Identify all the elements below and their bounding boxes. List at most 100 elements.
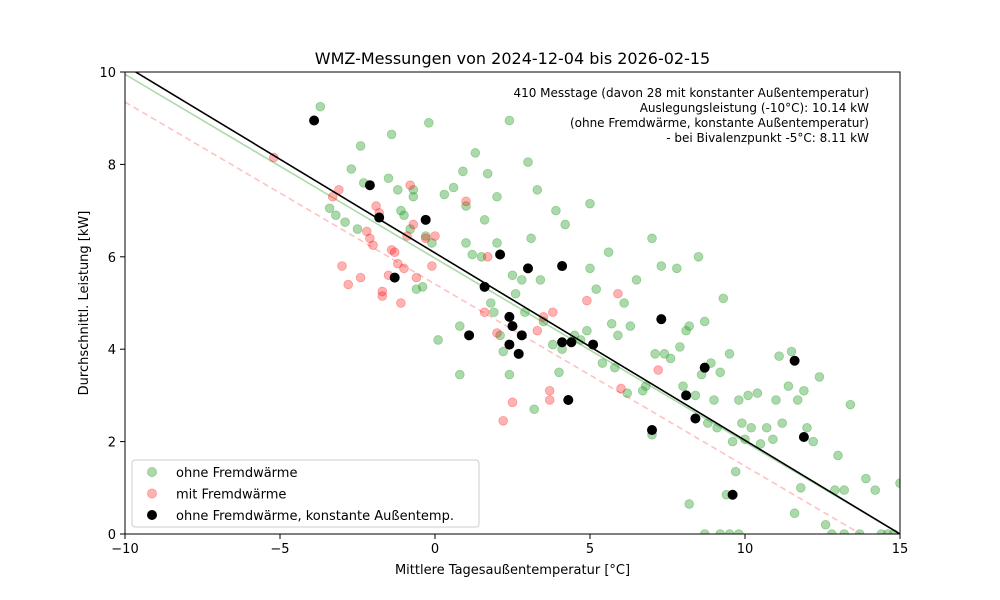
data-point xyxy=(482,251,493,262)
data-point xyxy=(737,418,747,428)
data-point xyxy=(684,499,694,509)
data-point xyxy=(516,275,527,285)
x-tick-label: 15 xyxy=(892,542,909,557)
data-point xyxy=(727,489,738,500)
data-point xyxy=(532,185,543,195)
data-point xyxy=(504,369,515,380)
data-point xyxy=(427,238,437,248)
data-point xyxy=(504,115,515,126)
plot-area xyxy=(125,72,900,534)
data-point xyxy=(603,247,614,257)
x-axis: −10 −5 0 5 10 15 xyxy=(111,534,908,557)
x-tick-label: −10 xyxy=(111,542,138,557)
annotation-box: 410 Messtage (davon 28 mit konstanter Au… xyxy=(513,86,869,145)
data-point xyxy=(467,249,478,260)
data-point xyxy=(631,275,642,285)
data-point xyxy=(752,388,763,398)
data-point xyxy=(340,217,350,227)
annotation-line: - bei Bivalenzpunkt -5°C: 8.11 kW xyxy=(666,131,869,145)
data-point xyxy=(613,288,623,299)
data-point xyxy=(730,466,741,477)
data-point xyxy=(470,148,481,158)
data-point xyxy=(681,390,692,401)
data-point xyxy=(808,436,818,447)
data-point xyxy=(724,349,735,359)
data-point xyxy=(405,180,416,190)
data-point xyxy=(309,115,320,126)
legend-marker xyxy=(146,509,157,520)
data-point xyxy=(792,395,803,405)
data-point xyxy=(771,395,781,405)
x-tick-label: 10 xyxy=(737,542,754,557)
data-point xyxy=(427,261,437,271)
data-point xyxy=(659,349,670,359)
data-point xyxy=(789,355,800,366)
data-point xyxy=(582,325,592,336)
data-point xyxy=(408,219,419,230)
fit-line xyxy=(125,73,900,534)
data-point xyxy=(799,385,809,396)
fit-line xyxy=(134,72,900,534)
data-point xyxy=(606,318,617,329)
data-point xyxy=(529,404,539,415)
data-point xyxy=(814,372,825,382)
data-point xyxy=(665,353,676,364)
data-point xyxy=(699,362,710,373)
data-point xyxy=(507,321,518,332)
data-point xyxy=(671,263,682,274)
data-point xyxy=(560,219,570,230)
data-point xyxy=(411,272,422,283)
data-point xyxy=(743,390,753,401)
data-point xyxy=(507,397,518,408)
data-point xyxy=(845,399,856,410)
data-point xyxy=(861,473,871,484)
legend-marker xyxy=(146,466,157,477)
data-point xyxy=(492,238,502,248)
data-point xyxy=(411,284,422,294)
data-point xyxy=(368,240,378,251)
data-point xyxy=(324,203,335,214)
data-point xyxy=(709,395,719,405)
y-tick-label: 8 xyxy=(108,158,116,173)
annotation-line: (ohne Fremdwärme, konstante Außentempera… xyxy=(570,116,869,130)
data-point xyxy=(783,381,794,391)
data-point xyxy=(399,210,409,221)
data-point xyxy=(582,295,592,306)
data-point xyxy=(544,395,555,405)
annotation-line: Auslegungsleistung (-10°C): 10.14 kW xyxy=(640,101,869,115)
data-point xyxy=(526,233,536,244)
data-point xyxy=(498,346,509,357)
data-point xyxy=(479,307,490,318)
data-point xyxy=(492,328,502,338)
data-point xyxy=(690,413,701,424)
data-point xyxy=(454,369,465,380)
data-point xyxy=(690,390,701,401)
data-point xyxy=(399,263,409,274)
data-point xyxy=(616,383,626,394)
y-tick-label: 2 xyxy=(108,436,116,451)
data-point xyxy=(504,339,515,350)
data-point xyxy=(433,335,443,345)
data-point xyxy=(364,180,375,191)
data-point xyxy=(613,330,623,341)
legend-frame xyxy=(131,459,480,528)
data-point xyxy=(656,261,667,271)
data-point xyxy=(585,263,595,274)
data-point xyxy=(377,291,388,301)
data-point xyxy=(625,321,636,331)
data-point xyxy=(746,422,756,433)
data-point xyxy=(396,298,406,308)
data-point xyxy=(733,395,744,405)
data-point xyxy=(761,422,772,433)
data-point xyxy=(675,342,685,352)
data-point xyxy=(684,321,694,331)
data-point xyxy=(420,233,431,244)
data-point xyxy=(386,129,397,140)
data-point xyxy=(405,224,416,234)
data-point xyxy=(386,245,397,255)
data-point xyxy=(647,233,657,244)
y-tick-label: 4 xyxy=(108,343,116,358)
legend-marker xyxy=(146,488,157,499)
data-point xyxy=(327,191,338,202)
data-point xyxy=(352,224,363,234)
